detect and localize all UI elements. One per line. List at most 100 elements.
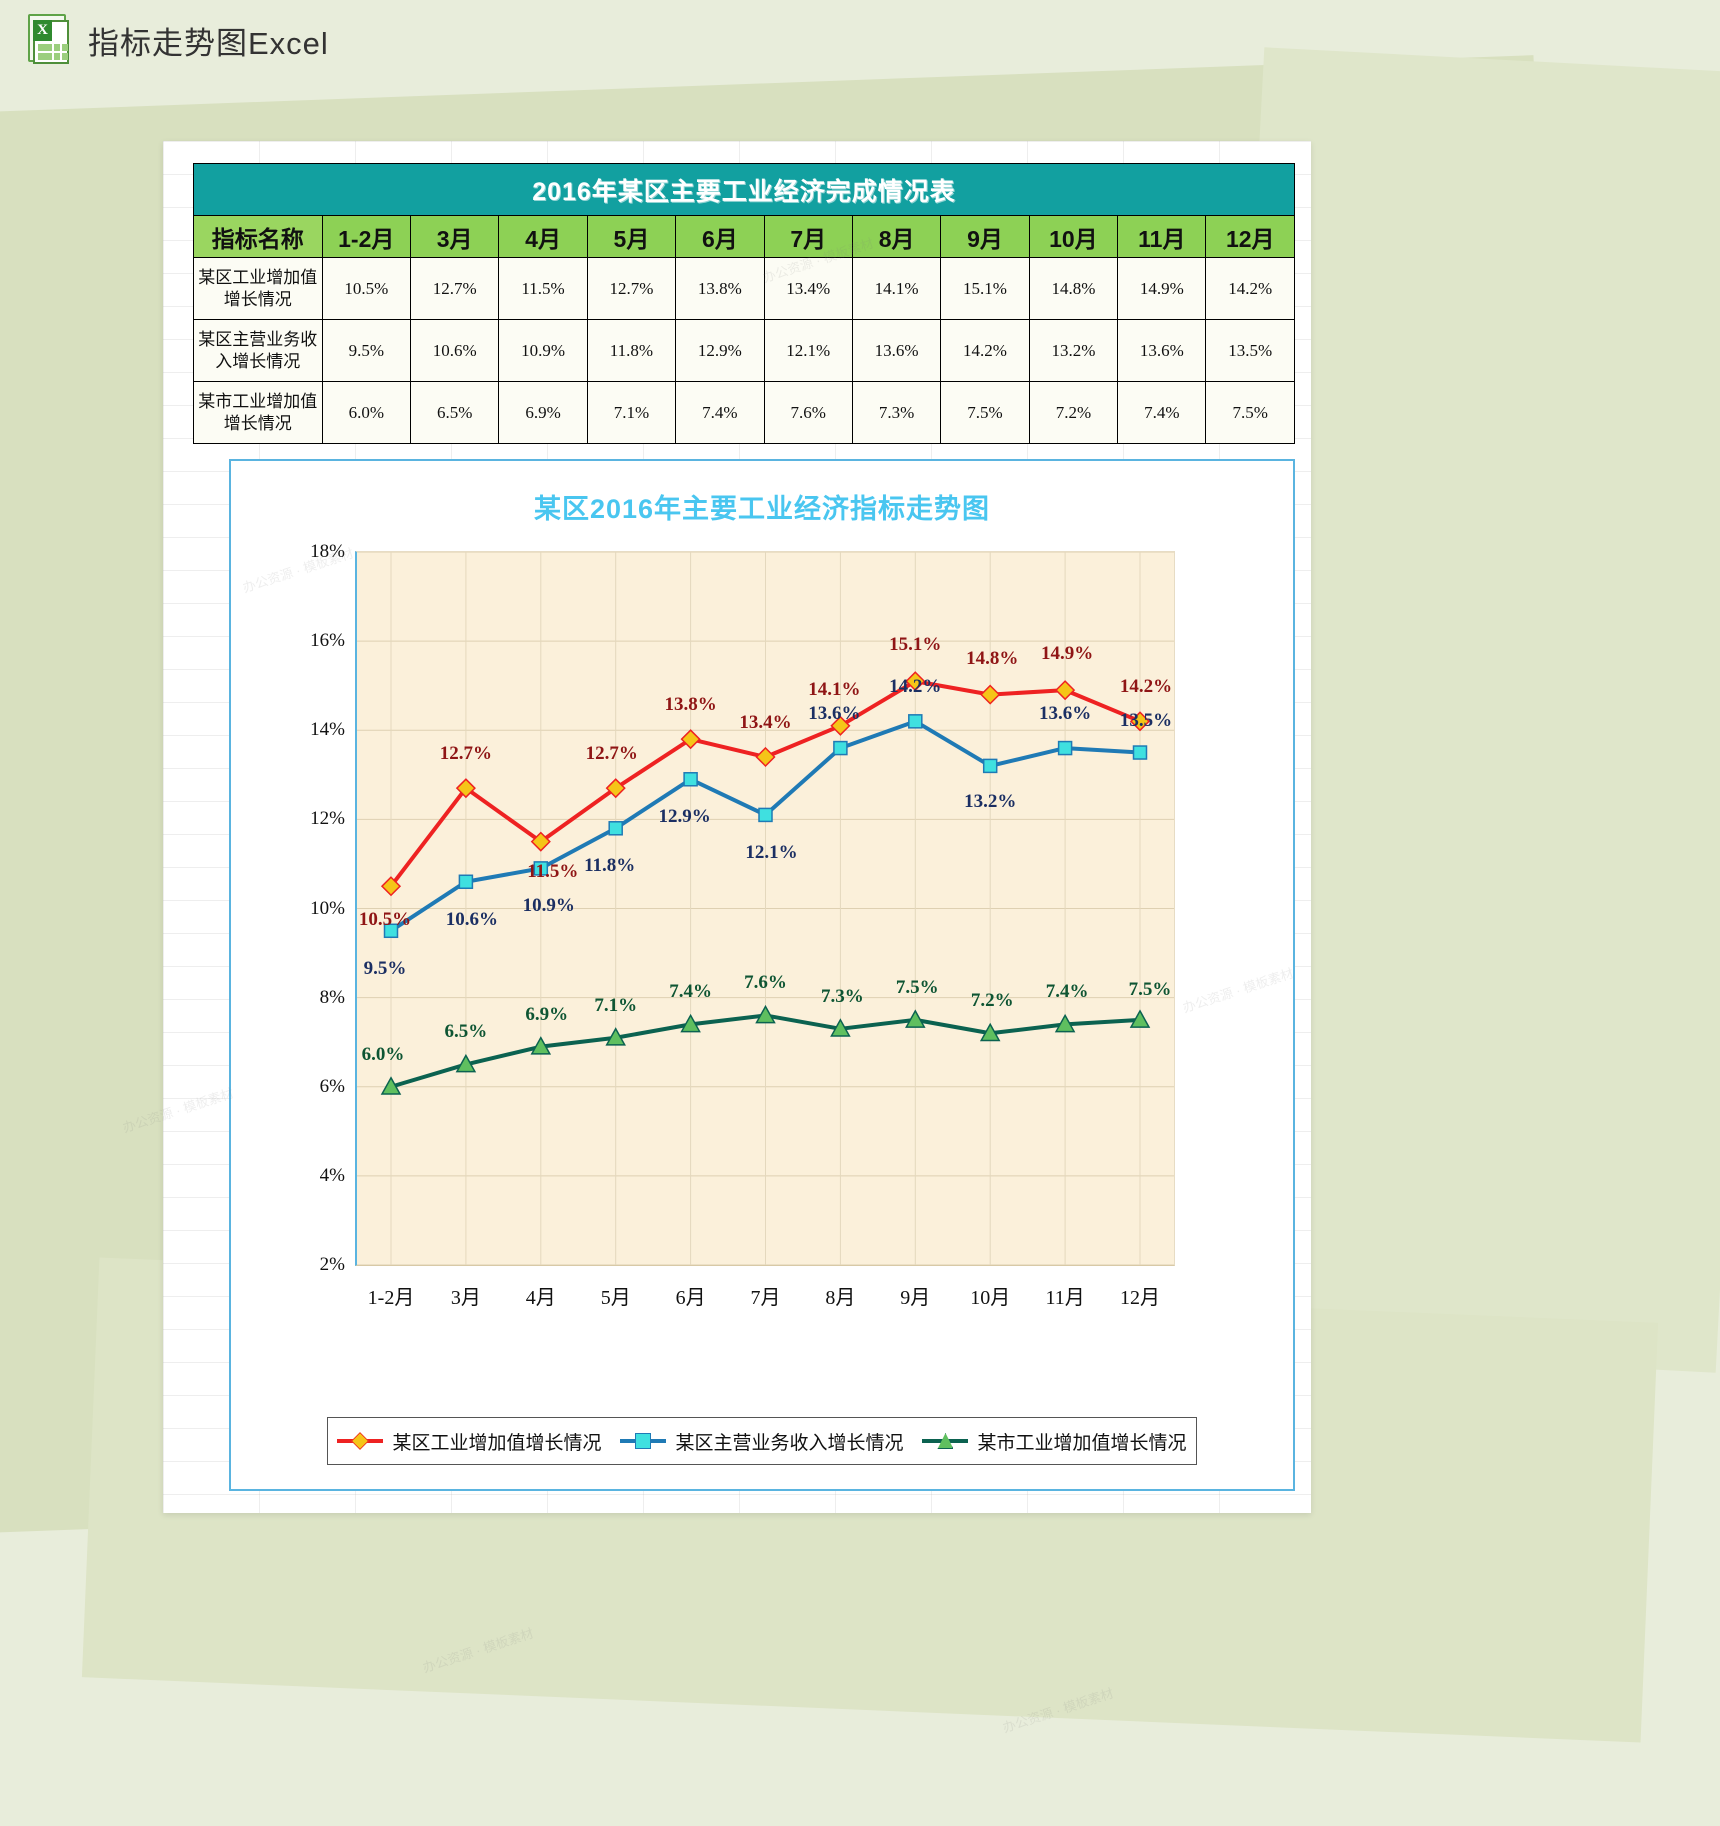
table-cell: 12.7% — [586, 257, 677, 320]
table-col-header: 指标名称 — [193, 215, 323, 258]
y-axis-tick: 16% — [310, 630, 345, 652]
data-label: 6.0% — [361, 1043, 405, 1065]
chart-container: 某区2016年主要工业经济指标走势图 10.5% 12.7% 11.5% 12.7% 1… — [229, 459, 1295, 1491]
table-row: 某区主营业务收入增长情况 9.5% 10.6% 10.9% 11.8% 12.9… — [193, 319, 1295, 382]
table-cell: 7.3% — [851, 381, 942, 444]
table-col-header: 6月 — [675, 215, 765, 258]
chart-title: 某区2016年主要工业经济指标走势图 — [533, 494, 991, 524]
table-col-header: 10月 — [1028, 215, 1119, 258]
data-label: 6.9% — [525, 1003, 569, 1025]
data-label: 10.9% — [522, 895, 575, 917]
y-axis-tick: 14% — [310, 719, 345, 741]
data-label: 7.6% — [744, 972, 787, 994]
data-label: 12.9% — [658, 806, 711, 828]
table-col-header: 3月 — [409, 215, 500, 258]
document-sheet: 2016年某区主要工业经济完成情况表 指标名称 1-2月 3月 4月 5月 6月… — [163, 141, 1311, 1513]
x-axis-tick: 7月 — [750, 1287, 781, 1309]
table-cell: 7.5% — [940, 381, 1030, 444]
data-label: 7.4% — [669, 981, 712, 1003]
table-col-header: 1-2月 — [321, 215, 411, 258]
table-col-header: 8月 — [851, 215, 942, 258]
table-col-header: 4月 — [498, 215, 588, 258]
table-title: 2016年某区主要工业经济完成情况表 — [193, 163, 1295, 216]
data-label: 14.8% — [966, 647, 1019, 669]
table-cell: 6.9% — [498, 381, 588, 444]
data-label: 14.2% — [1119, 676, 1173, 698]
x-axis-tick: 11月 — [1045, 1287, 1085, 1309]
table-cell: 14.1% — [851, 257, 942, 320]
legend-item[interactable]: 某市工业增加值增长情况 — [922, 1428, 1187, 1455]
data-label: 10.5% — [358, 909, 412, 931]
data-label: 12.1% — [745, 841, 798, 863]
table-cell: 12.7% — [409, 257, 500, 320]
data-label: 13.6% — [808, 703, 861, 725]
data-label: 7.1% — [594, 994, 638, 1016]
table-cell: 13.2% — [1028, 319, 1119, 382]
table-cell: 13.6% — [1117, 319, 1207, 382]
data-label: 7.5% — [895, 976, 939, 998]
table-row-label: 某区主营业务收入增长情况 — [193, 319, 323, 382]
y-axis-tick: 18% — [310, 541, 345, 562]
data-label: 11.5% — [527, 860, 579, 882]
data-label: 13.5% — [1119, 709, 1173, 731]
data-label: 14.1% — [808, 678, 861, 700]
data-label: 10.6% — [445, 908, 499, 930]
data-label: 7.4% — [1045, 981, 1089, 1003]
data-label: 7.5% — [1128, 978, 1172, 1000]
table-row: 某市工业增加值增长情况 6.0% 6.5% 6.9% 7.1% 7.4% 7.6… — [193, 381, 1295, 444]
data-label: 6.5% — [444, 1021, 488, 1043]
table-cell: 13.5% — [1205, 319, 1295, 382]
table-cell: 14.2% — [940, 319, 1030, 382]
data-label: 7.3% — [821, 985, 864, 1007]
data-label: 14.9% — [1040, 643, 1094, 665]
table-col-header: 9月 — [940, 215, 1030, 258]
table-cell: 12.1% — [763, 319, 853, 382]
x-axis-tick: 10月 — [970, 1287, 1011, 1309]
chart-legend: 某区工业增加值增长情况 某区主营业务收入增长情况 某市工业增加值增长情况 — [327, 1417, 1197, 1465]
data-label: 9.5% — [363, 957, 407, 979]
y-axis-tick: 4% — [319, 1164, 345, 1186]
excel-file-icon: X — [24, 14, 72, 66]
legend-label: 某市工业增加值增长情况 — [977, 1432, 1187, 1454]
table-cell: 14.2% — [1205, 257, 1295, 320]
table-cell: 13.4% — [763, 257, 853, 320]
x-axis-tick: 12月 — [1120, 1287, 1160, 1309]
y-axis-tick: 2% — [319, 1254, 345, 1275]
data-label: 13.8% — [664, 694, 717, 716]
indicator-table: 2016年某区主要工业经济完成情况表 指标名称 1-2月 3月 4月 5月 6月… — [193, 163, 1295, 444]
table-col-header: 11月 — [1117, 215, 1207, 258]
page-title: 指标走势图Excel — [88, 25, 329, 61]
page-header: X 指标走势图Excel — [24, 14, 329, 66]
x-axis-tick: 6月 — [675, 1287, 706, 1309]
legend-item[interactable]: 某区主营业务收入增长情况 — [620, 1428, 904, 1455]
y-axis-tick: 12% — [310, 808, 345, 830]
table-row-label: 某区工业增加值增长情况 — [193, 257, 323, 320]
triangle-marker-icon — [922, 1433, 969, 1449]
table-cell: 7.2% — [1028, 381, 1119, 444]
legend-item[interactable]: 某区工业增加值增长情况 — [337, 1428, 602, 1455]
data-label: 7.2% — [970, 990, 1014, 1012]
x-axis-tick: 8月 — [825, 1287, 856, 1309]
chart-plot-area: 10.5% 12.7% 11.5% 12.7% 13.8% 13.4% 14.1% 15.1%… — [310, 541, 1175, 1309]
table-cell: 10.6% — [409, 319, 500, 382]
table-cell: 7.6% — [763, 381, 853, 444]
table-row: 某区工业增加值增长情况 10.5% 12.7% 11.5% 12.7% 13.8… — [193, 257, 1295, 320]
data-label: 13.2% — [964, 790, 1017, 812]
table-col-header: 7月 — [763, 215, 853, 258]
data-label: 13.4% — [739, 711, 792, 733]
y-axis-tick: 8% — [319, 986, 345, 1008]
data-label: 12.7% — [585, 743, 638, 765]
x-axis-tick: 9月 — [900, 1287, 931, 1309]
table-cell: 7.5% — [1205, 381, 1295, 444]
table-header-row: 指标名称 1-2月 3月 4月 5月 6月 7月 8月 9月 10月 11月 1… — [193, 215, 1295, 258]
table-cell: 6.0% — [321, 381, 411, 444]
table-col-header: 12月 — [1205, 215, 1295, 258]
chart-svg — [357, 552, 1174, 1265]
table-cell: 13.6% — [851, 319, 942, 382]
table-cell: 14.8% — [1028, 257, 1119, 320]
x-axis-tick: 3月 — [450, 1287, 481, 1309]
table-cell: 7.4% — [1117, 381, 1207, 444]
legend-label: 某区主营业务收入增长情况 — [675, 1432, 904, 1454]
table-col-header: 5月 — [586, 215, 677, 258]
data-table-container: 2016年某区主要工业经济完成情况表 指标名称 1-2月 3月 4月 5月 6月… — [193, 163, 1295, 444]
